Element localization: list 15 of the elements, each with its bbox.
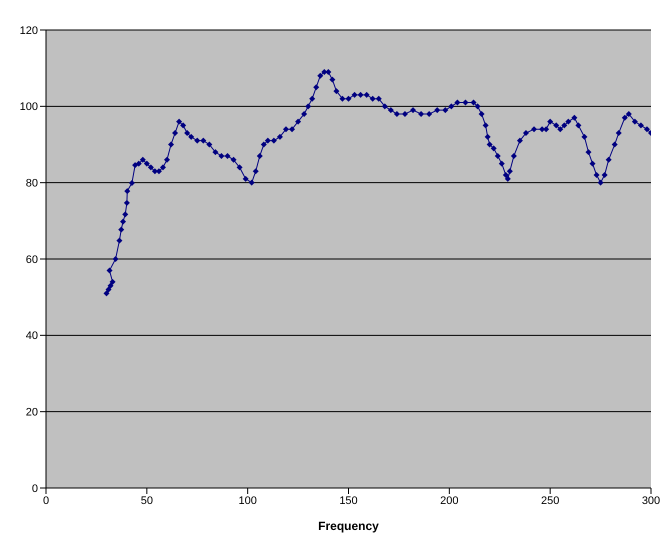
x-tick-label: 0 [42,494,50,507]
y-tick-label: 120 [20,24,38,37]
x-tick-label: 50 [140,494,153,507]
y-tick-label: 40 [26,330,38,342]
y-tick-label: 80 [26,178,38,190]
y-tick-label: 20 [26,406,38,419]
x-tick-label: 300 [642,494,660,507]
x-axis-title: Frequency [318,519,380,533]
y-tick-label: 60 [26,254,38,266]
x-tick-label: 250 [540,494,560,507]
x-tick-label: 150 [339,494,358,507]
x-tick-label: 100 [238,494,257,507]
y-tick-label: 100 [20,101,38,114]
x-tick-label: 200 [440,494,459,507]
y-tick-label: 0 [32,482,38,495]
